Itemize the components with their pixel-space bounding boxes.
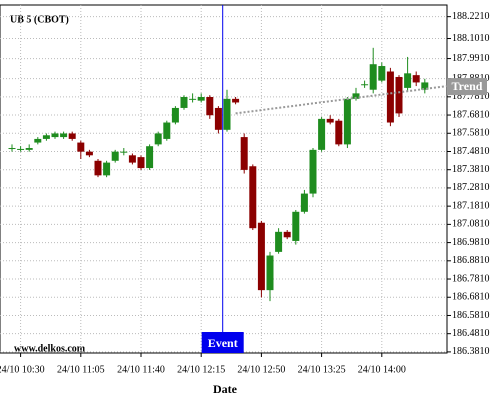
candle-body bbox=[171, 107, 179, 123]
y-tick-label: 188.2210 bbox=[452, 11, 490, 22]
x-tick-label: 24/10 13:25 bbox=[298, 364, 346, 375]
candle-body bbox=[128, 155, 136, 163]
x-tick-label: 24/10 12:50 bbox=[237, 364, 285, 375]
candle-body bbox=[180, 97, 188, 108]
candle-body bbox=[42, 135, 50, 139]
event-box bbox=[201, 332, 244, 353]
trend-box bbox=[447, 78, 487, 96]
candle-body bbox=[232, 98, 240, 103]
candle-body bbox=[283, 231, 291, 238]
candle-body bbox=[378, 66, 386, 81]
y-tick-label: 186.7810 bbox=[452, 273, 490, 284]
y-tick-label: 186.3810 bbox=[452, 346, 490, 357]
candle-body bbox=[223, 98, 231, 130]
candle-body bbox=[163, 122, 171, 139]
candle-body bbox=[146, 146, 154, 169]
y-tick-label: 187.4810 bbox=[452, 146, 490, 157]
y-tick-label: 187.1810 bbox=[452, 200, 490, 211]
candle-body bbox=[335, 120, 343, 145]
candle-body bbox=[404, 73, 412, 88]
candle-body bbox=[300, 193, 308, 212]
candle-body bbox=[257, 222, 265, 291]
trend-label: Trend bbox=[452, 79, 483, 93]
y-tick-label: 188.1010 bbox=[452, 33, 490, 44]
candle-body bbox=[361, 84, 369, 86]
x-tick-label: 24/10 11:40 bbox=[117, 364, 165, 375]
y-tick-label: 186.4810 bbox=[452, 328, 490, 339]
y-tick-label: 187.6810 bbox=[452, 109, 490, 120]
candle-body bbox=[206, 97, 214, 116]
chart-title: UB 5 (CBOT) bbox=[10, 14, 69, 25]
y-tick-label: 187.3810 bbox=[452, 164, 490, 175]
y-tick-label: 187.5810 bbox=[452, 128, 490, 139]
plot-area bbox=[0, 4, 448, 354]
y-tick-label: 187.9910 bbox=[452, 53, 490, 64]
candle-body bbox=[34, 138, 42, 143]
candle-body bbox=[292, 211, 300, 241]
candle-body bbox=[25, 148, 33, 150]
candle-body bbox=[343, 98, 351, 145]
candle-body bbox=[68, 133, 76, 139]
y-tick-label: 187.2810 bbox=[452, 182, 490, 193]
trend-line bbox=[235, 85, 448, 115]
candle-body bbox=[266, 255, 274, 291]
candle-body bbox=[249, 166, 257, 229]
candle-body bbox=[94, 160, 102, 176]
candle-body bbox=[386, 71, 394, 123]
y-tick-label: 187.0810 bbox=[452, 219, 490, 230]
candle-body bbox=[412, 75, 420, 83]
candle-body bbox=[369, 64, 377, 90]
candle-body bbox=[120, 151, 128, 153]
candle-body bbox=[197, 97, 205, 101]
candle-body bbox=[214, 107, 222, 130]
candle-body bbox=[85, 151, 93, 156]
candle-body bbox=[318, 118, 326, 150]
y-tick-label: 187.7810 bbox=[452, 91, 490, 102]
candle-body bbox=[77, 142, 85, 152]
candle-body bbox=[8, 148, 16, 150]
candle-body bbox=[111, 151, 119, 161]
event-label: Event bbox=[208, 336, 238, 350]
candle-body bbox=[326, 118, 334, 123]
y-tick-label: 186.8810 bbox=[452, 255, 490, 266]
candle-body bbox=[189, 98, 197, 100]
candle-body bbox=[137, 157, 145, 169]
candle-body bbox=[395, 76, 403, 114]
source-label: www.delkos.com bbox=[14, 343, 86, 354]
x-tick-label: 24/10 11:05 bbox=[57, 364, 105, 375]
candle-body bbox=[275, 231, 283, 252]
x-tick-label: 24/10 10:30 bbox=[0, 364, 45, 375]
candle-body bbox=[17, 148, 25, 150]
candle-body bbox=[421, 82, 429, 90]
candle-body bbox=[103, 162, 111, 176]
y-tick-label: 186.5810 bbox=[452, 310, 490, 321]
x-tick-label: 24/10 12:15 bbox=[177, 364, 225, 375]
candle-body bbox=[60, 133, 68, 138]
candle-body bbox=[240, 137, 248, 170]
x-tick-label: 24/10 14:00 bbox=[358, 364, 406, 375]
x-axis-label: Date bbox=[213, 382, 238, 396]
y-tick-label: 186.9810 bbox=[452, 237, 490, 248]
candle-body bbox=[352, 93, 360, 99]
y-tick-label: 186.6810 bbox=[452, 292, 490, 303]
candle-body bbox=[154, 133, 162, 145]
candle-body bbox=[51, 133, 59, 138]
candle-body bbox=[309, 149, 317, 194]
